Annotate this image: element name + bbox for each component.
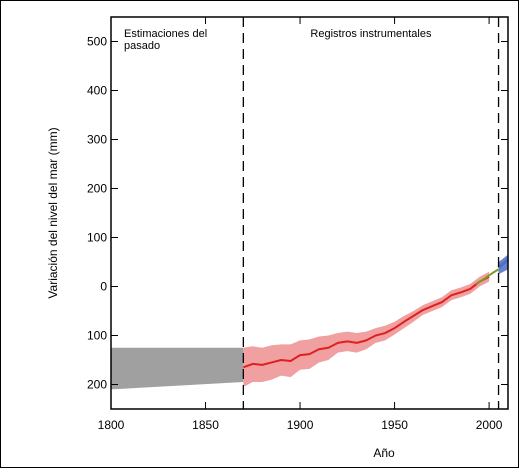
y-tick-label-0: 500: [87, 35, 107, 49]
x-axis-label: Año: [373, 446, 395, 460]
y-tick-label-7: 200: [87, 378, 107, 392]
bands-layer: [111, 254, 508, 390]
series-0-line: [242, 275, 490, 369]
series-0-uncertainty-band: [243, 271, 490, 387]
x-tick-label-0: 1800: [98, 418, 125, 432]
y-tick-label-3: 200: [87, 182, 107, 196]
y-tick-label-1: 400: [87, 84, 107, 98]
region-label-past-line-1: pasado: [124, 40, 160, 52]
dividers-layer: [242, 17, 500, 409]
lines-layer: [242, 258, 509, 369]
y-axis-label: Variación del nivel del mar (mm): [46, 127, 60, 298]
x-tick-label-3: 1950: [381, 418, 408, 432]
x-tick-label-4: 2000: [476, 418, 503, 432]
y-tick-label-4: 100: [87, 231, 107, 245]
series-2-line: [497, 258, 509, 270]
plot-area-border: [110, 16, 509, 410]
y-tick-label-2: 300: [87, 133, 107, 147]
x-tick-label-1: 1850: [192, 418, 219, 432]
y-tick-label-5: 0: [100, 280, 107, 294]
ticks-layer: 1800 1850 1900 1950 2000 500 400 300 200 100 0 100 2…: [87, 17, 508, 432]
region-label-past-line-0: Estimaciones del: [124, 28, 207, 40]
y-tick-label-6: 100: [87, 329, 107, 343]
x-tick-label-2: 1900: [287, 418, 314, 432]
region-label-instrumental-line-0: Registros instrumentales: [310, 28, 432, 40]
series-1-line: [475, 268, 500, 285]
past-estimate-band: [111, 347, 244, 390]
